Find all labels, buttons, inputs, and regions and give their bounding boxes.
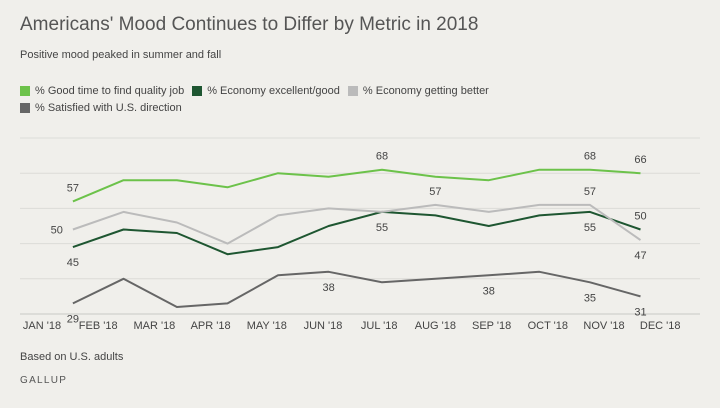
- data-label: 35: [584, 292, 596, 304]
- chart-title: Americans' Mood Continues to Differ by M…: [20, 14, 479, 35]
- series-line: [72, 168, 641, 203]
- x-tick-label: APR '18: [191, 320, 231, 332]
- x-tick-label: JAN '18: [23, 320, 61, 332]
- x-tick-label: MAY '18: [247, 320, 287, 332]
- x-tick-label: NOV '18: [583, 320, 624, 332]
- x-tick-label: OCT '18: [528, 320, 568, 332]
- data-label: 38: [322, 282, 334, 294]
- data-label: 29: [67, 313, 79, 325]
- data-label: 66: [634, 154, 646, 166]
- legend-swatch: [20, 85, 30, 96]
- data-labels: 57 68 68 66 45 55 55 50 50 57 57 47 29 38 38 35 31: [51, 151, 647, 326]
- x-tick-label: JUL '18: [361, 320, 398, 332]
- data-label: 55: [376, 222, 388, 234]
- data-label: 50: [51, 225, 63, 237]
- legend-item-economy-excellent: % Economy excellent/good: [192, 85, 340, 97]
- legend-item-economy-better: % Economy getting better: [347, 84, 489, 97]
- x-tick-label: JUN '18: [304, 320, 343, 332]
- legend-swatch: [20, 102, 30, 113]
- data-label: 57: [429, 186, 441, 198]
- footnote: Based on U.S. adults: [20, 351, 124, 363]
- legend-label: % Economy excellent/good: [207, 84, 340, 97]
- legend-label: % Good time to find quality job: [35, 84, 185, 97]
- chart-lines: [72, 168, 642, 308]
- legend-label: % Satisfied with U.S. direction: [35, 101, 182, 114]
- legend-swatch: [192, 85, 203, 96]
- data-label: 57: [67, 182, 79, 194]
- series-line: [72, 203, 642, 245]
- data-label: 68: [584, 151, 596, 163]
- chart-subtitle: Positive mood peaked in summer and fall: [20, 49, 222, 61]
- data-label: 38: [483, 285, 495, 297]
- x-tick-label: AUG '18: [415, 320, 456, 332]
- series-line: [72, 210, 641, 256]
- data-label: 68: [376, 151, 388, 163]
- data-label: 45: [67, 257, 79, 269]
- x-tick-label: SEP '18: [472, 320, 511, 332]
- data-label: 57: [584, 186, 596, 198]
- legend-label: % Economy getting better: [362, 84, 489, 97]
- data-label: 31: [634, 306, 646, 318]
- data-label: 50: [634, 211, 646, 223]
- legend-item-us-direction: % Satisfied with U.S. direction: [20, 102, 182, 114]
- chart-legend: % Good time to find quality job % Econom…: [20, 82, 580, 116]
- x-tick-label: MAR '18: [133, 320, 175, 332]
- data-label: 55: [584, 222, 596, 234]
- x-tick-label: DEC '18: [640, 320, 681, 332]
- source-label: GALLUP: [20, 375, 68, 386]
- legend-swatch: [347, 85, 358, 96]
- legend-item-quality-job: % Good time to find quality job: [20, 85, 184, 97]
- series-line: [72, 270, 641, 308]
- chart-grid: [20, 137, 700, 315]
- x-tick-label: FEB '18: [79, 320, 118, 332]
- x-axis-ticks: JAN '18 FEB '18 MAR '18 APR '18 MAY '18 JUN '…: [23, 320, 681, 332]
- data-label: 47: [634, 250, 646, 262]
